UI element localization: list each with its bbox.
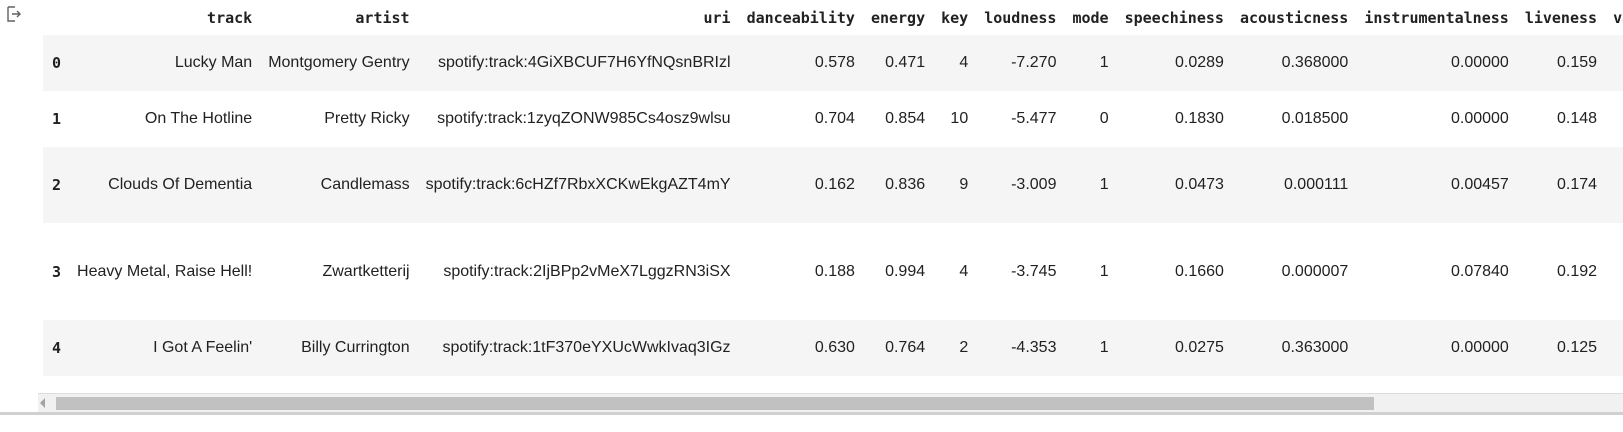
cell-acousticness: 0.000007 (1281, 262, 1349, 280)
cell-instrumentalness: 0.00000 (1450, 339, 1509, 356)
cell-instrumentalness: 0.00000 (1450, 54, 1509, 71)
table-row: 2 Clouds Of Dementia Candlemass spotify:… (43, 147, 1623, 223)
cell-liveness: 0.192 (1557, 262, 1598, 280)
cell-mode: 1 (1099, 339, 1109, 356)
dataframe-table: track artist uri danceability energy key… (43, 0, 1623, 376)
index-header (43, 0, 69, 35)
row-index: 4 (52, 339, 62, 357)
cell-energy: 0.471 (885, 54, 926, 71)
table-row: 4 I Got A Feelin' Billy Currington spoti… (43, 320, 1623, 376)
cell-mode: 1 (1099, 262, 1109, 280)
cell-uri: spotify:track:1zyqZONW985Cs4osz9wlsu (437, 110, 731, 127)
cell-uri: spotify:track:1tF370eYXUcWwkIvaq3IGz (442, 339, 731, 356)
cell-energy: 0.764 (885, 339, 926, 356)
cell-liveness: 0.148 (1557, 110, 1598, 127)
column-header-loudness: loudness (984, 8, 1057, 27)
cell-danceability: 0.162 (814, 176, 855, 193)
cell-acousticness: 0.000111 (1283, 176, 1349, 193)
cell-key: 2 (959, 339, 969, 356)
column-header-valence: valence (1613, 8, 1623, 27)
table-row: 3 Heavy Metal, Raise Hell! Zwartketterij… (43, 223, 1623, 320)
column-header-liveness: liveness (1524, 8, 1598, 27)
column-header-speechiness: speechiness (1124, 8, 1224, 27)
column-header-energy: energy (870, 8, 926, 27)
row-index: 1 (52, 110, 62, 128)
cell-instrumentalness: 0.07840 (1450, 262, 1509, 280)
cell-energy: 0.836 (885, 176, 926, 193)
cell-uri: spotify:track:4GiXBCUF7H6YfNQsnBRIzl (438, 54, 731, 71)
cell-danceability: 0.188 (814, 262, 855, 280)
cell-liveness: 0.125 (1557, 339, 1598, 356)
cell-instrumentalness: 0.00457 (1450, 176, 1509, 193)
cell-track: Clouds Of Dementia (108, 176, 253, 193)
header-row: track artist uri danceability energy key… (43, 0, 1623, 35)
cell-speechiness: 0.0473 (1175, 176, 1224, 193)
horizontal-scrollbar[interactable] (38, 393, 1623, 412)
cell-artist: Pretty Ricky (324, 110, 410, 127)
cell-uri: spotify:track:2IjBPp2vMeX7LggzRN3iSX (443, 262, 731, 280)
table-row: 1 On The Hotline Pretty Ricky spotify:tr… (43, 91, 1623, 147)
cell-danceability: 0.630 (814, 339, 855, 356)
cell-liveness: 0.159 (1557, 54, 1598, 71)
cell-energy: 0.994 (885, 262, 926, 280)
cell-key: 9 (959, 176, 969, 193)
cell-track: I Got A Feelin' (153, 339, 253, 356)
scrollbar-thumb[interactable] (56, 397, 1374, 410)
cell-speechiness: 0.0275 (1175, 339, 1224, 356)
cell-valence: 0.300 (1605, 147, 1623, 223)
cell-track: Heavy Metal, Raise Hell! (77, 262, 253, 280)
cell-danceability: 0.578 (814, 54, 855, 71)
cell-valence: 0.532 (1605, 35, 1623, 91)
cell-danceability: 0.704 (814, 110, 855, 127)
cell-loudness: -7.270 (1011, 54, 1057, 71)
cell-track: On The Hotline (144, 110, 253, 127)
cell-acousticness: 0.363000 (1281, 339, 1349, 356)
cell-loudness: -3.745 (1011, 262, 1057, 280)
cell-artist: Zwartketterij (322, 262, 410, 280)
cell-liveness: 0.174 (1557, 176, 1598, 193)
cell-valence: 0.688 (1605, 91, 1623, 147)
cell-artist: Billy Currington (301, 339, 410, 356)
cell-artist: Candlemass (320, 176, 410, 193)
output-redirect-icon[interactable] (6, 6, 22, 22)
cell-loudness: -5.477 (1011, 110, 1057, 127)
cell-instrumentalness: 0.00000 (1450, 110, 1509, 127)
column-header-artist: artist (355, 8, 410, 27)
cell-uri: spotify:track:6cHZf7RbxXCKwEkgAZT4mY (425, 176, 731, 193)
cell-speechiness: 0.1830 (1175, 110, 1224, 127)
column-header-acousticness: acousticness (1239, 8, 1349, 27)
cell-valence: 0.631 (1605, 320, 1623, 376)
cell-artist: Montgomery Gentry (268, 54, 410, 71)
row-index: 0 (52, 54, 62, 72)
cell-track: Lucky Man (174, 54, 253, 71)
column-header-uri: uri (703, 8, 731, 27)
cell-acousticness: 0.018500 (1281, 110, 1349, 127)
column-header-track: track (207, 8, 253, 27)
column-header-key: key (941, 8, 969, 27)
cell-valence: 0.333 (1605, 223, 1623, 320)
cell-energy: 0.854 (885, 110, 926, 127)
cell-loudness: -3.009 (1011, 176, 1057, 193)
column-header-danceability: danceability (746, 8, 855, 27)
cell-speechiness: 0.1660 (1175, 262, 1224, 280)
output-divider (0, 412, 1623, 415)
cell-mode: 1 (1099, 54, 1109, 71)
cell-mode: 1 (1099, 176, 1109, 193)
cell-acousticness: 0.368000 (1281, 54, 1349, 71)
cell-key: 10 (950, 110, 969, 127)
row-index: 2 (52, 176, 62, 194)
column-header-instrumentalness: instrumentalness (1364, 8, 1509, 27)
dataframe-output: track artist uri danceability energy key… (43, 0, 1623, 407)
cell-speechiness: 0.0289 (1175, 54, 1224, 71)
cell-key: 4 (959, 54, 969, 71)
cell-mode: 0 (1099, 110, 1109, 127)
row-index: 3 (52, 262, 62, 281)
column-header-mode: mode (1072, 8, 1109, 27)
cell-key: 4 (959, 262, 969, 280)
scroll-left-arrow-icon[interactable] (40, 398, 45, 408)
table-row: 0 Lucky Man Montgomery Gentry spotify:tr… (43, 35, 1623, 91)
cell-loudness: -4.353 (1011, 339, 1057, 356)
